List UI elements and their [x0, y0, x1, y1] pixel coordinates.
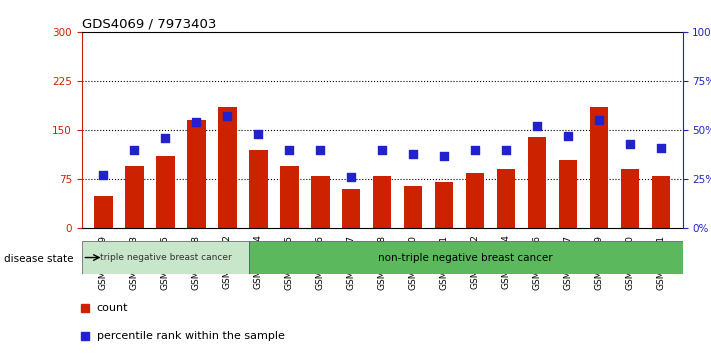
Bar: [528, 137, 546, 228]
Bar: [497, 170, 515, 228]
Bar: [94, 195, 113, 228]
Bar: [651, 176, 670, 228]
Point: [501, 147, 512, 153]
Text: triple negative breast cancer: triple negative breast cancer: [100, 253, 231, 262]
Bar: [404, 186, 422, 228]
Bar: [249, 150, 267, 228]
Point: [562, 133, 574, 139]
Bar: [156, 156, 175, 228]
Bar: [218, 107, 237, 228]
Bar: [280, 166, 299, 228]
Text: count: count: [97, 303, 128, 313]
Bar: [559, 160, 577, 228]
Point: [656, 145, 667, 150]
Point: [624, 141, 636, 147]
Point: [160, 135, 171, 141]
Text: disease state: disease state: [4, 254, 73, 264]
Bar: [621, 170, 639, 228]
Text: GDS4069 / 7973403: GDS4069 / 7973403: [82, 17, 216, 30]
Point: [252, 131, 264, 137]
Bar: [589, 107, 608, 228]
Bar: [342, 189, 360, 228]
Point: [377, 147, 388, 153]
Bar: [82, 241, 249, 274]
Point: [593, 118, 604, 123]
Point: [284, 147, 295, 153]
Bar: [466, 173, 484, 228]
Bar: [435, 183, 454, 228]
Point: [439, 153, 450, 159]
Point: [407, 151, 419, 156]
Point: [314, 147, 326, 153]
Point: [191, 119, 202, 125]
Bar: [373, 176, 392, 228]
Bar: [187, 120, 205, 228]
Text: non-triple negative breast cancer: non-triple negative breast cancer: [378, 252, 553, 263]
Bar: [249, 241, 683, 274]
Text: percentile rank within the sample: percentile rank within the sample: [97, 331, 284, 341]
Bar: [125, 166, 144, 228]
Point: [97, 172, 109, 178]
Point: [469, 147, 481, 153]
Bar: [311, 176, 329, 228]
Point: [346, 175, 357, 180]
Point: [129, 147, 140, 153]
Point: [222, 114, 233, 119]
Point: [531, 123, 542, 129]
